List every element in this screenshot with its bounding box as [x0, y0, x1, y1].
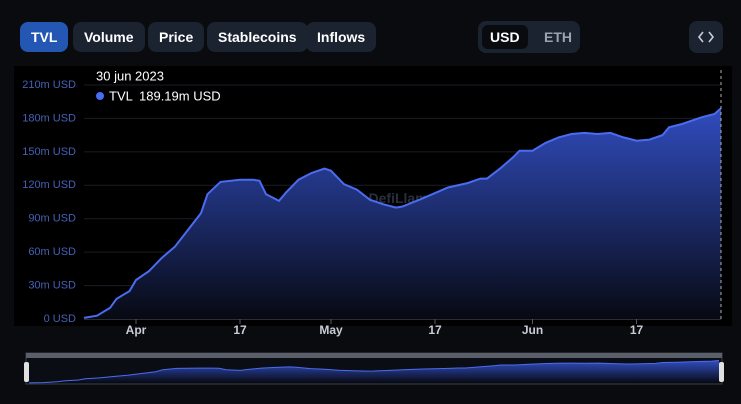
tooltip-series: TVL	[109, 88, 133, 103]
navigator-handle[interactable]	[719, 362, 724, 382]
tvl-area	[84, 108, 721, 319]
x-tick-label: 17	[630, 323, 644, 337]
x-tick-label: 17	[428, 323, 442, 337]
x-tick-label: 17	[233, 323, 247, 337]
navigator-line	[28, 360, 720, 384]
tab[interactable]: Volume	[73, 22, 145, 52]
tab[interactable]: Price	[148, 22, 205, 52]
y-tick-label: 90m USD	[28, 213, 76, 225]
navigator-bar[interactable]	[26, 353, 722, 358]
y-tick-label: 30m USD	[28, 279, 76, 291]
embed-icon	[697, 31, 715, 43]
y-tick-label: 0 USD	[44, 313, 76, 325]
currency-option[interactable]: ETH	[544, 29, 572, 45]
y-tick-label: 180m USD	[22, 112, 76, 124]
y-tick-label: 150m USD	[22, 146, 76, 158]
tooltip-dot	[96, 92, 104, 100]
x-tick-label: Jun	[522, 323, 543, 337]
tab[interactable]: TVL	[20, 22, 69, 52]
navigator-handle[interactable]	[24, 362, 29, 382]
x-tick-label: Apr	[126, 323, 147, 337]
embed-button[interactable]	[689, 21, 723, 53]
tab[interactable]: Stablecoins	[207, 22, 308, 52]
x-tick-label: May	[319, 323, 343, 337]
currency-toggle: USD ETH	[478, 21, 580, 53]
currency-option[interactable]: USD	[482, 25, 528, 49]
tvl-line	[83, 107, 722, 319]
navigator-area	[29, 360, 719, 383]
y-tick-label: 60m USD	[28, 246, 76, 258]
tooltip-value: 189.19m USD	[139, 88, 221, 103]
y-tick-label: 120m USD	[22, 179, 76, 191]
tab[interactable]: Inflows	[306, 22, 377, 52]
tooltip-date: 30 jun 2023	[96, 68, 164, 83]
y-tick-label: 210m USD	[22, 79, 76, 91]
